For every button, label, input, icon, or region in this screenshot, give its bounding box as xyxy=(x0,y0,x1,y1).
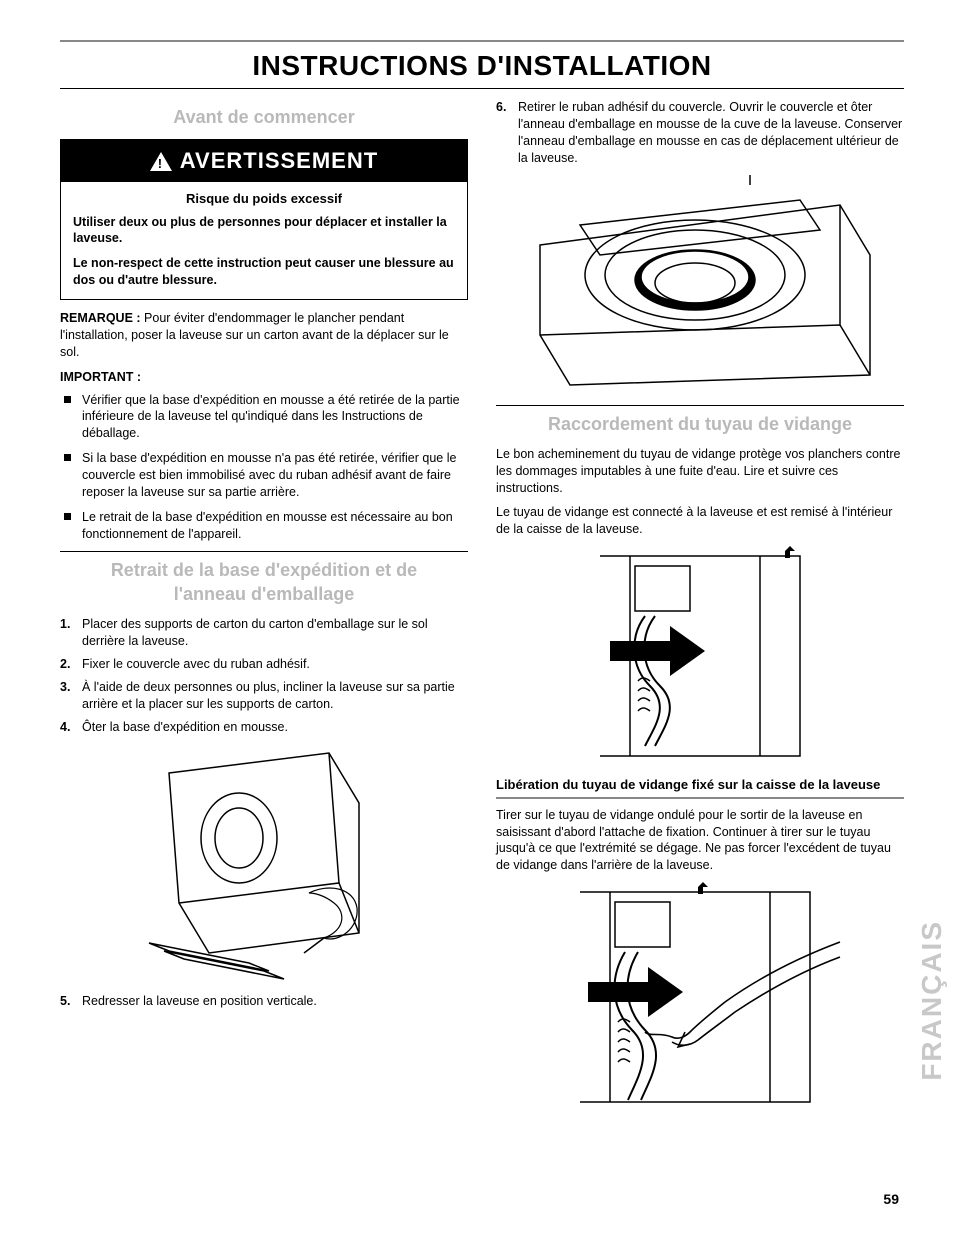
bullet-item: Vérifier que la base d'expédition en mou… xyxy=(60,392,468,443)
top-rule xyxy=(60,40,904,42)
step-num: 3. xyxy=(60,679,70,696)
warning-bar: AVERTISSEMENT xyxy=(61,140,467,182)
important-label: IMPORTANT : xyxy=(60,369,468,386)
step-item: 6. Retirer le ruban adhésif du couvercle.… xyxy=(496,99,904,167)
remarque-paragraph: REMARQUE : Pour éviter d'endommager le p… xyxy=(60,310,468,361)
section-heading-retrait-l2: l'anneau d'emballage xyxy=(60,582,468,606)
step-item: 4. Ôter la base d'expédition en mousse. xyxy=(60,719,468,736)
bullet-item: Si la base d'expédition en mousse n'a pa… xyxy=(60,450,468,501)
step-text: À l'aide de deux personnes ou plus, incl… xyxy=(82,680,455,711)
steps-list: 1. Placer des supports de carton du carto… xyxy=(60,616,468,735)
important-bullets: Vérifier que la base d'expédition en mou… xyxy=(60,392,468,543)
subheading-liberation: Libération du tuyau de vidange fixé sur … xyxy=(496,776,904,799)
section-rule xyxy=(60,551,468,552)
warning-subtitle: Risque du poids excessif xyxy=(73,190,455,208)
left-column: Avant de commencer AVERTISSEMENT Risque … xyxy=(60,99,468,1122)
section-rule xyxy=(496,405,904,406)
steps-list-cont: 5. Redresser la laveuse en position verti… xyxy=(60,993,468,1010)
step-num: 1. xyxy=(60,616,70,633)
remarque-label: REMARQUE : xyxy=(60,311,141,325)
step-num: 6. xyxy=(496,99,506,116)
step-item: 1. Placer des supports de carton du carto… xyxy=(60,616,468,650)
raccordement-p2: Le tuyau de vidange est connecté à la la… xyxy=(496,504,904,538)
step-num: 5. xyxy=(60,993,70,1010)
warning-p1: Utiliser deux ou plus de personnes pour … xyxy=(73,214,455,248)
section-heading-retrait-l1: Retrait de la base d'expédition et de xyxy=(60,558,468,582)
illustration-tub-top xyxy=(496,175,904,395)
illustration-drain-hose-1 xyxy=(496,546,904,766)
warning-body: Risque du poids excessif Utiliser deux o… xyxy=(61,182,467,299)
step-text: Ôter la base d'expédition en mousse. xyxy=(82,720,288,734)
warning-box: AVERTISSEMENT Risque du poids excessif U… xyxy=(60,139,468,300)
illustration-drain-hose-2 xyxy=(496,882,904,1112)
drain-hose-2-svg xyxy=(550,882,850,1112)
title-rule xyxy=(60,88,904,89)
warning-p2: Le non-respect de cette instruction peut… xyxy=(73,255,455,289)
step-text: Redresser la laveuse en position vertica… xyxy=(82,994,317,1008)
tub-top-svg xyxy=(520,175,880,395)
step-item: 5. Redresser la laveuse en position verti… xyxy=(60,993,468,1010)
warning-bar-text: AVERTISSEMENT xyxy=(180,146,378,176)
step-item: 2. Fixer le couvercle avec du ruban adhés… xyxy=(60,656,468,673)
raccordement-p1: Le bon acheminement du tuyau de vidange … xyxy=(496,446,904,497)
warning-triangle-icon xyxy=(150,152,172,171)
tilt-washer-svg xyxy=(129,743,399,983)
bullet-item: Le retrait de la base d'expédition en mo… xyxy=(60,509,468,543)
page-title: INSTRUCTIONS D'INSTALLATION xyxy=(60,50,904,82)
step-text: Retirer le ruban adhésif du couvercle. O… xyxy=(518,100,902,165)
step-text: Fixer le couvercle avec du ruban adhésif… xyxy=(82,657,310,671)
two-column-layout: Avant de commencer AVERTISSEMENT Risque … xyxy=(60,99,904,1122)
right-column: 6. Retirer le ruban adhésif du couvercle.… xyxy=(496,99,904,1122)
page-number: 59 xyxy=(883,1191,899,1207)
section-heading-avant: Avant de commencer xyxy=(60,105,468,129)
section-heading-raccordement: Raccordement du tuyau de vidange xyxy=(496,412,904,436)
liberation-p: Tirer sur le tuyau de vidange ondulé pou… xyxy=(496,807,904,875)
steps-list-right: 6. Retirer le ruban adhésif du couvercle.… xyxy=(496,99,904,167)
illustration-tilt-washer xyxy=(60,743,468,983)
language-side-label: FRANÇAIS xyxy=(916,920,948,1081)
step-num: 4. xyxy=(60,719,70,736)
step-item: 3. À l'aide de deux personnes ou plus, in… xyxy=(60,679,468,713)
step-text: Placer des supports de carton du carton … xyxy=(82,617,428,648)
step-num: 2. xyxy=(60,656,70,673)
drain-hose-1-svg xyxy=(560,546,840,766)
